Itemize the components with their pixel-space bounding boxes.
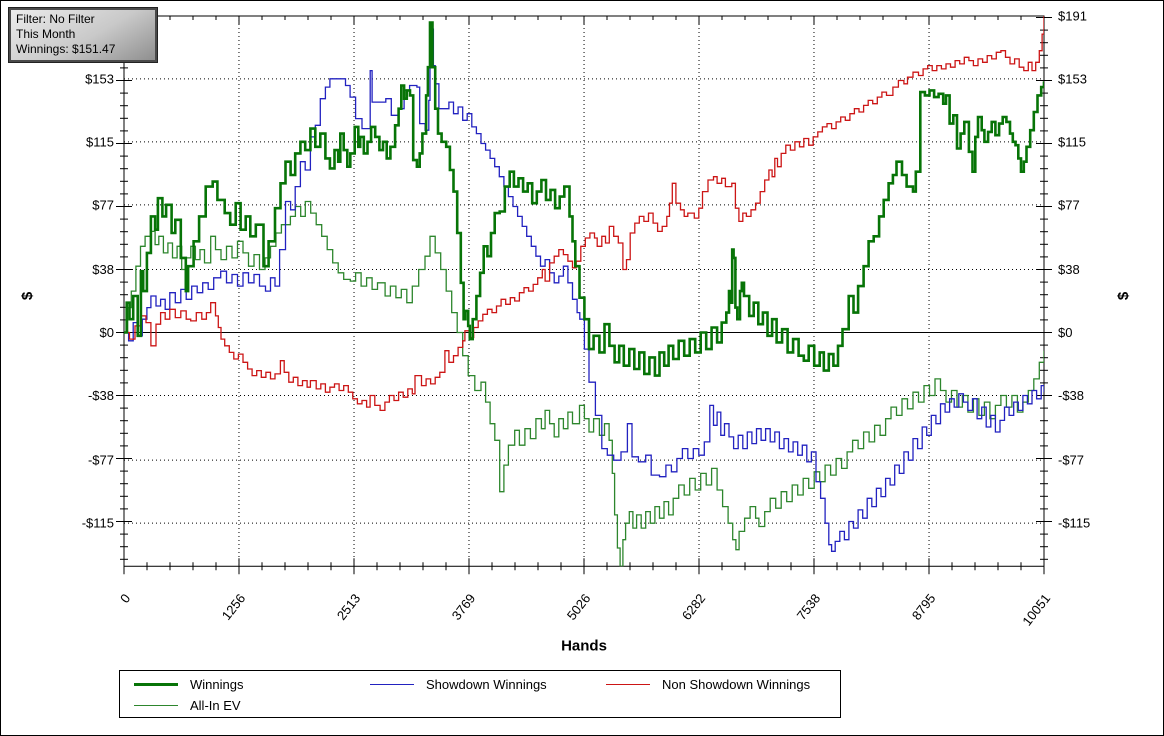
y-axis-label-left: $0 — [100, 325, 114, 340]
legend-item-label: Showdown Winnings — [426, 677, 547, 692]
y-axis-label-left: $115 — [86, 134, 114, 149]
legend-swatch-icon — [134, 705, 178, 706]
legend-item-label: Non Showdown Winnings — [662, 677, 811, 692]
y-axis-label-left: $77 — [92, 197, 114, 212]
y-axis-label-left: $153 — [85, 71, 114, 86]
tooltip-period-line: This Month — [16, 27, 76, 41]
x-axis-label: 8795 — [909, 591, 939, 623]
x-axis-label: 2513 — [334, 591, 364, 623]
legend-swatch-icon — [606, 684, 650, 685]
y-axis-label-right: $77 — [1058, 197, 1080, 212]
series-line-all-in-ev — [124, 200, 1044, 567]
y-axis-label-right: -$77 — [1058, 453, 1084, 468]
tooltip-winnings-line: Winnings: $151.47 — [16, 42, 116, 56]
tooltip-filter-line: Filter: No Filter — [16, 12, 95, 26]
legend-swatch-icon — [134, 683, 178, 686]
y-axis-label-left: -$38 — [88, 388, 114, 403]
y-axis-label-right: $153 — [1058, 71, 1087, 86]
y-axis-label-left: $38 — [92, 262, 114, 277]
y-axis-label-left: -$115 — [82, 516, 114, 531]
filter-tooltip: Filter: No Filter This Month Winnings: $… — [8, 7, 158, 63]
y-axis-label-right: $0 — [1058, 325, 1072, 340]
x-axis-label: 0 — [117, 591, 133, 606]
series-line-non-showdown-winnings — [124, 16, 1044, 412]
x-axis-label: 1256 — [219, 591, 249, 623]
legend-item-label: All-In EV — [190, 698, 241, 713]
y-axis-label-right: -$115 — [1058, 516, 1090, 531]
legend: Winnings Showdown Winnings Non Showdown Wi… — [119, 670, 841, 718]
x-axis-label: 6282 — [679, 591, 709, 623]
legend-item-showdown-winnings[interactable]: Showdown Winnings — [370, 677, 606, 692]
legend-item-label: Winnings — [190, 677, 244, 692]
y-axis-label-right: -$38 — [1058, 388, 1084, 403]
y-axis-title-left: $ — [19, 291, 36, 300]
y-axis-label-left: -$77 — [88, 453, 114, 468]
y-axis-label-right: $115 — [1058, 134, 1086, 149]
x-axis-title: Hands — [561, 637, 607, 654]
legend-item-all-in-ev[interactable]: All-In EV — [134, 698, 370, 713]
y-axis-title-right: $ — [1115, 291, 1132, 300]
y-axis-label-right: $38 — [1058, 262, 1080, 277]
x-axis-label: 5026 — [564, 591, 594, 623]
legend-item-winnings[interactable]: Winnings — [134, 677, 370, 692]
y-axis-label-right: $191 — [1058, 8, 1087, 23]
plot-area[interactable] — [123, 15, 1045, 567]
x-axis-label: 7538 — [794, 591, 824, 623]
x-axis-label: 10051 — [1019, 591, 1053, 629]
series-line-winnings — [124, 21, 1044, 377]
legend-item-non-showdown-winnings[interactable]: Non Showdown Winnings — [606, 677, 846, 692]
series-line-showdown-winnings — [124, 28, 1044, 552]
legend-swatch-icon — [370, 684, 414, 685]
x-axis-label: 3769 — [449, 591, 479, 623]
